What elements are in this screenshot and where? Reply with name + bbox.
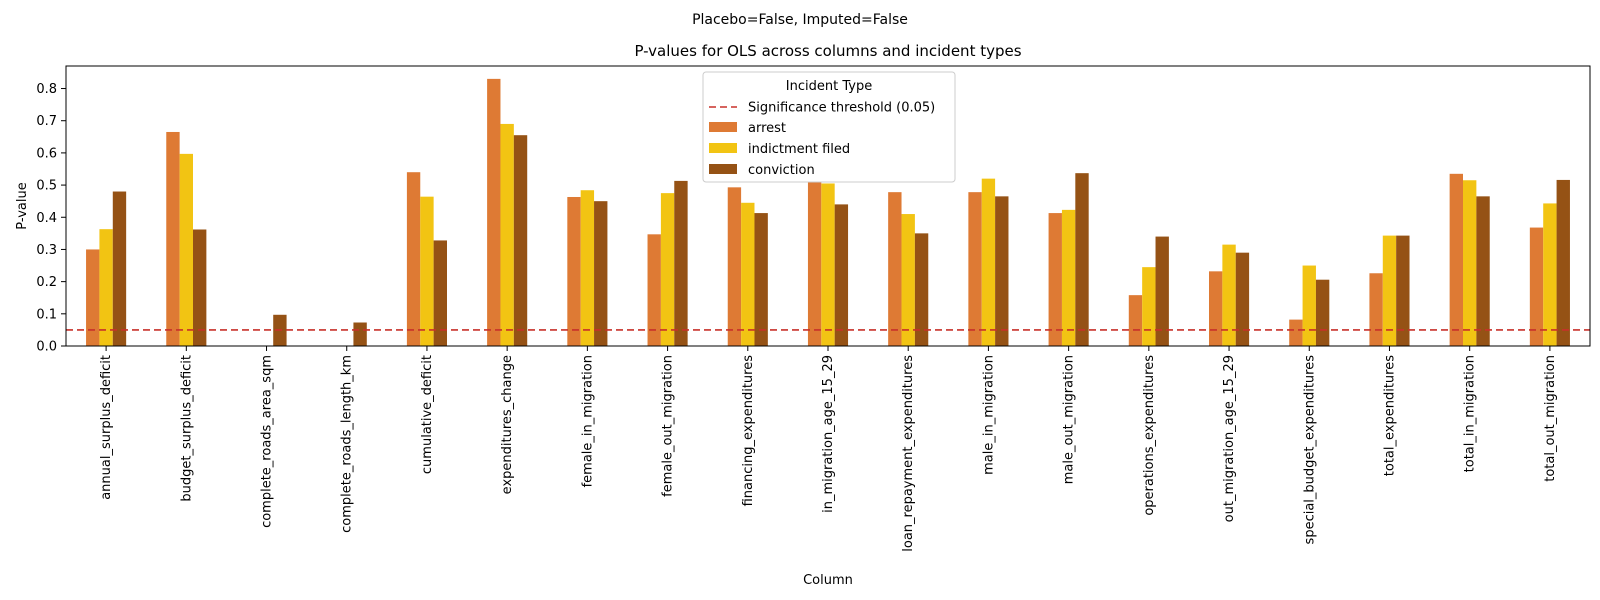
x-tick-label: operations_expenditures [1142,355,1157,516]
x-axis: annual_surplus_deficit budget_surplus_def… [99,346,1558,552]
legend-swatch-arrest [709,122,737,132]
legend-swatch-conviction [709,164,737,174]
x-tick-label: special_budget_expenditures [1302,355,1317,545]
bar-conviction-annual_surplus_deficit [112,191,127,346]
bar-indictment-filed-total_out_migration [1543,203,1557,346]
bar-conviction-operations_expenditures [1155,236,1169,346]
bar-indictment-filed-operations_expenditures [1142,267,1156,346]
legend-label-indictment-filed: indictment filed [748,142,850,157]
x-tick-label: complete_roads_area_sqm [260,355,275,528]
bar-indictment-filed-total_expenditures [1382,235,1397,346]
x-tick-label: total_in_migration [1463,355,1478,472]
bar-conviction-budget_surplus_deficit [193,229,207,346]
bar-conviction-financing_expenditures [754,213,768,346]
bar-arrest-total_expenditures [1369,273,1383,346]
bar-arrest-total_out_migration [1529,227,1544,346]
y-tick-label: 0.4 [36,211,57,226]
bar-conviction-male_out_migration [1075,173,1089,346]
x-tick-label: female_in_migration [580,355,595,487]
bar-conviction-out_migration_age_15_29 [1235,252,1250,346]
bar-arrest-annual_surplus_deficit [86,249,100,346]
x-tick-label: loan_repayment_expenditures [901,355,916,552]
bar-indictment-filed-annual_surplus_deficit [99,229,113,346]
bar-indictment-filed-cumulative_deficit [420,196,434,346]
bars-group [86,78,1570,347]
bar-conviction-cumulative_deficit [433,240,447,346]
x-tick-label: in_migration_age_15_29 [821,355,836,513]
x-tick-label: male_out_migration [1062,355,1077,484]
x-tick-label: expenditures_change [500,355,515,494]
bar-indictment-filed-female_out_migration [660,193,675,346]
x-tick-label: complete_roads_length_km [340,355,355,533]
x-tick-label: total_expenditures [1382,355,1397,476]
x-tick-label: male_in_migration [981,355,996,475]
y-axis-label: P-value [15,182,30,229]
chart-title: P-values for OLS across columns and inci… [634,42,1021,60]
bar-arrest-financing_expenditures [727,187,742,346]
bar-arrest-expenditures_change [487,78,501,346]
bar-conviction-female_out_migration [674,180,688,346]
y-tick-label: 0.6 [36,146,57,161]
bar-indictment-filed-in_migration_age_15_29 [821,183,835,346]
x-tick-label: cumulative_deficit [420,355,435,474]
bar-conviction-loan_repayment_expenditures [914,233,929,346]
y-tick-label: 0.7 [36,114,57,129]
bar-indictment-filed-financing_expenditures [741,202,755,346]
bar-arrest-budget_surplus_deficit [166,131,180,346]
legend-box [702,71,956,183]
figure-suptitle: Placebo=False, Imputed=False [692,12,908,28]
legend-swatch-indictment-filed [709,143,737,153]
x-tick-label: budget_surplus_deficit [179,355,194,502]
x-tick-label: out_migration_age_15_29 [1222,355,1237,522]
legend-label-arrest: arrest [748,121,786,136]
bar-arrest-total_in_migration [1449,173,1463,346]
x-tick-label: annual_surplus_deficit [99,355,114,500]
y-tick-label: 0.1 [36,307,57,322]
bar-indictment-filed-budget_surplus_deficit [179,153,193,346]
y-tick-label: 0.2 [36,275,57,290]
bar-conviction-in_migration_age_15_29 [834,204,849,346]
y-tick-label: 0.0 [36,340,57,355]
x-tick-label: total_out_migration [1543,355,1558,482]
bar-indictment-filed-expenditures_change [500,123,514,347]
bar-conviction-special_budget_expenditures [1315,279,1330,346]
bar-arrest-cumulative_deficit [406,172,421,346]
x-tick-label: female_out_migration [661,355,676,497]
y-axis: 0.0 0.1 0.2 0.3 0.4 0.5 0.6 0.7 0.8 [36,82,66,355]
bar-arrest-female_out_migration [647,234,661,346]
legend-title: Incident Type [786,79,872,94]
bar-indictment-filed-male_in_migration [981,178,996,346]
bar-conviction-expenditures_change [513,135,528,346]
legend-threshold-label: Significance threshold (0.05) [748,101,935,116]
bar-conviction-total_out_migration [1556,179,1570,346]
legend: Incident Type Significance threshold (0.0… [702,71,956,183]
x-axis-label: Column [803,573,853,588]
bar-arrest-special_budget_expenditures [1289,319,1303,346]
bar-conviction-complete_roads_length_km [353,322,367,346]
y-tick-label: 0.8 [36,82,57,97]
bar-indictment-filed-out_migration_age_15_29 [1222,244,1236,346]
x-tick-label: financing_expenditures [741,355,756,507]
bar-conviction-female_in_migration [594,201,608,346]
bar-arrest-female_in_migration [567,196,581,346]
bar-arrest-loan_repayment_expenditures [888,192,902,346]
bar-indictment-filed-special_budget_expenditures [1302,265,1316,346]
bar-conviction-male_in_migration [995,196,1009,346]
y-tick-label: 0.3 [36,243,57,258]
bar-arrest-out_migration_age_15_29 [1209,271,1223,346]
bar-arrest-male_out_migration [1048,213,1062,346]
bar-arrest-in_migration_age_15_29 [807,181,822,346]
y-tick-label: 0.5 [36,179,57,194]
bar-arrest-male_in_migration [968,192,982,346]
bar-arrest-operations_expenditures [1128,295,1143,346]
bar-conviction-total_in_migration [1476,196,1490,346]
bar-indictment-filed-total_in_migration [1463,180,1477,346]
legend-label-conviction: conviction [748,163,815,178]
bar-conviction-total_expenditures [1396,235,1410,346]
bar-indictment-filed-loan_repayment_expenditures [901,214,915,346]
bar-indictment-filed-male_out_migration [1061,209,1076,346]
bar-indictment-filed-female_in_migration [580,190,595,346]
